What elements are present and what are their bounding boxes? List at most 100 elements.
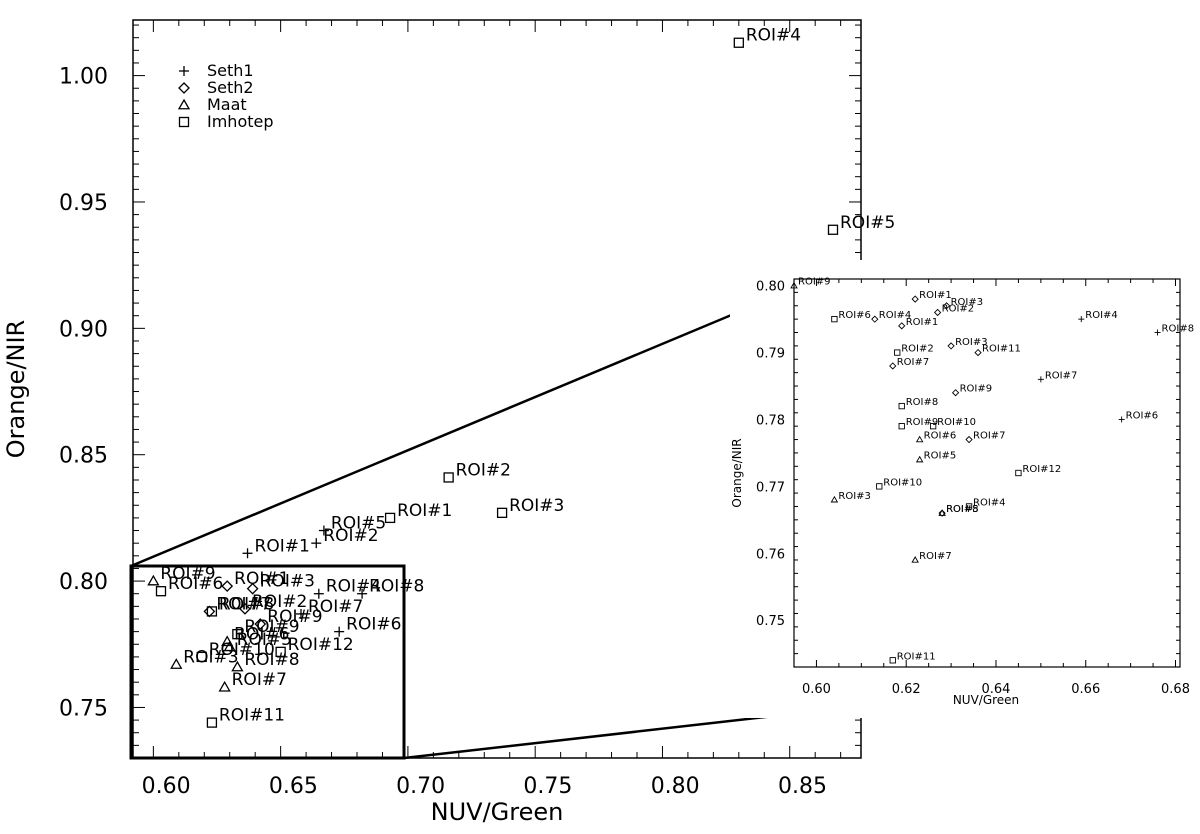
marker-triangle bbox=[911, 556, 919, 563]
y-tick-label: 0.95 bbox=[59, 191, 108, 216]
marker-diamond bbox=[947, 342, 955, 350]
inset-y-tick-label: 0.75 bbox=[756, 614, 785, 629]
x-tick-label: 0.65 bbox=[269, 774, 318, 799]
inset-data-point: ROI#10 bbox=[876, 477, 922, 490]
data-point: ROI#5 bbox=[827, 213, 895, 235]
data-label: ROI#6 bbox=[234, 625, 289, 645]
inset-x-tick-label: 0.60 bbox=[802, 682, 831, 697]
data-label: ROI#5 bbox=[237, 630, 292, 650]
inset-data-label: ROI#3 bbox=[955, 337, 988, 348]
main-data-points: ROI#1ROI#2ROI#5ROI#4ROI#8ROI#7ROI#6ROI#1… bbox=[147, 26, 895, 728]
y-tick-label: 1.00 bbox=[59, 65, 108, 90]
data-label: ROI#5 bbox=[331, 514, 386, 534]
marker-plus bbox=[318, 525, 329, 536]
marker-square bbox=[831, 315, 838, 323]
inset-data-point: ROI#8 bbox=[1154, 324, 1194, 336]
inset-data-label: ROI#8 bbox=[906, 397, 939, 408]
x-tick-label: 0.80 bbox=[651, 774, 700, 799]
inset-data-point: ROI#5 bbox=[915, 451, 956, 463]
inset-data-point: ROI#3 bbox=[947, 337, 988, 350]
y-tick-label: 0.90 bbox=[59, 317, 108, 342]
data-label: ROI#4 bbox=[746, 26, 801, 46]
inset-data-point: ROI#4 bbox=[1078, 310, 1118, 323]
marker-triangle bbox=[790, 281, 798, 289]
data-label: ROI#11 bbox=[219, 706, 285, 726]
inset-x-axis-title: NUV/Green bbox=[953, 693, 1019, 707]
x-tick-label: 0.75 bbox=[523, 774, 572, 799]
inset-data-label: ROI#6 bbox=[924, 431, 957, 442]
inset-data-label: ROI#6 bbox=[838, 310, 871, 321]
inset-data-label: ROI#1 bbox=[906, 317, 939, 328]
data-point: ROI#7 bbox=[218, 670, 287, 692]
inset-x-tick-label: 0.66 bbox=[1071, 682, 1100, 697]
data-point: ROI#8 bbox=[231, 650, 300, 672]
marker-square bbox=[384, 512, 396, 524]
data-point: ROI#5 bbox=[318, 514, 386, 536]
marker-square bbox=[876, 483, 883, 490]
x-tick-label: 0.60 bbox=[142, 774, 191, 799]
inset-x-tick-label: 0.64 bbox=[982, 682, 1011, 697]
marker-triangle bbox=[915, 435, 924, 443]
marker-plus bbox=[1078, 316, 1085, 323]
inset-data-point: ROI#4 bbox=[965, 497, 1006, 510]
marker-square bbox=[496, 507, 508, 518]
marker-square bbox=[155, 586, 167, 597]
data-label: ROI#2 bbox=[252, 592, 307, 612]
marker-plus bbox=[296, 608, 306, 619]
inset-data-point: ROI#7 bbox=[1037, 370, 1078, 383]
marker-square bbox=[443, 472, 454, 483]
marker-square bbox=[275, 646, 286, 657]
data-point: ROI#1 bbox=[242, 536, 310, 559]
marker-diamond bbox=[933, 308, 942, 317]
marker-diamond bbox=[898, 322, 906, 330]
inset-data-label: ROI#7 bbox=[919, 551, 952, 562]
marker-square bbox=[889, 657, 896, 664]
inset-data-label: ROI#6 bbox=[1126, 410, 1159, 421]
data-label: ROI#9 bbox=[160, 564, 215, 584]
data-label: ROI#12 bbox=[288, 635, 354, 655]
marker-diamond bbox=[246, 582, 259, 595]
data-label: ROI#8 bbox=[244, 650, 299, 670]
inset-x-tick-label: 0.62 bbox=[892, 682, 921, 697]
data-point: ROI#6 bbox=[334, 615, 401, 637]
marker-triangle bbox=[177, 98, 191, 110]
zoom-connector-top bbox=[130, 281, 809, 568]
inset-data-label: ROI#8 bbox=[946, 504, 979, 515]
inset-data-point: ROI#3 bbox=[942, 297, 984, 310]
marker-square bbox=[206, 606, 218, 617]
data-label: ROI#8 bbox=[369, 577, 424, 597]
data-point: ROI#12 bbox=[275, 635, 354, 657]
data-label: ROI#4 bbox=[326, 577, 381, 597]
data-point: ROI#10 bbox=[196, 640, 275, 663]
data-label: ROI#2 bbox=[323, 526, 378, 546]
inset-data-point: ROI#9 bbox=[898, 417, 938, 430]
data-point: ROI#1 bbox=[221, 569, 289, 593]
legend-entry: Maat bbox=[207, 95, 247, 114]
marker-plus bbox=[1037, 376, 1044, 383]
inset-data-label: ROI#4 bbox=[1085, 310, 1118, 321]
marker-plus bbox=[311, 538, 322, 549]
marker-diamond bbox=[178, 82, 190, 94]
marker-diamond bbox=[221, 580, 234, 593]
marker-triangle bbox=[231, 660, 244, 672]
marker-plus bbox=[179, 66, 189, 76]
data-point: ROI#3 bbox=[246, 572, 315, 595]
inset-data-label: ROI#3 bbox=[951, 297, 984, 308]
marker-diamond bbox=[889, 362, 897, 370]
marker-square bbox=[1015, 469, 1022, 477]
marker-diamond bbox=[974, 348, 982, 357]
inset-data-label: ROI#11 bbox=[982, 344, 1021, 355]
inset-data-point: ROI#7 bbox=[911, 551, 952, 563]
inset-data-point: ROI#7 bbox=[965, 431, 1006, 444]
inset-data-label: ROI#10 bbox=[883, 477, 922, 488]
inset-data-label: ROI#7 bbox=[1045, 370, 1078, 381]
inset-data-label: ROI#4 bbox=[879, 310, 912, 321]
inset-data-point: ROI#4 bbox=[871, 310, 912, 323]
zoom-box bbox=[129, 564, 406, 760]
data-point: ROI#3 bbox=[496, 496, 564, 518]
inset-data-label: ROI#10 bbox=[937, 417, 976, 428]
inset-data-point: ROI#9 bbox=[951, 384, 992, 397]
x-tick-label: 0.70 bbox=[396, 774, 445, 799]
inset-data-point: ROI#6 bbox=[915, 431, 957, 443]
y-tick-label: 0.80 bbox=[59, 570, 108, 595]
